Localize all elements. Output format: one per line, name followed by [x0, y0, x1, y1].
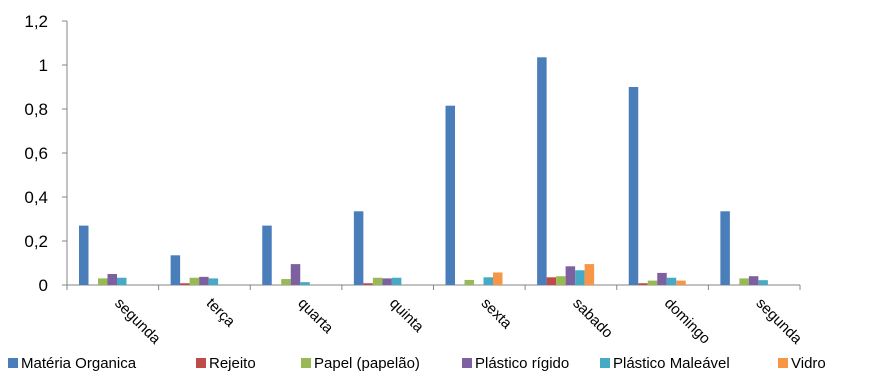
bar: [189, 277, 200, 285]
bar: [565, 266, 576, 285]
x-tick-label: quinta: [386, 295, 427, 336]
bar: [445, 105, 455, 285]
bar: [493, 272, 503, 285]
x-tick-label: segunda: [111, 295, 164, 348]
bar: [382, 278, 392, 285]
legend-swatch: [301, 358, 311, 368]
legend-label: Plástico rígido: [475, 355, 569, 372]
bar: [117, 277, 127, 285]
bar: [290, 264, 301, 285]
bar: [170, 255, 181, 285]
legend-label: Rejeito: [209, 355, 256, 372]
bar: [199, 276, 209, 285]
x-tick-labels: segunda terça quarta quinta sexta sabado domin…: [111, 295, 806, 348]
x-tick-label: segunda: [753, 295, 806, 348]
x-tick-label: domingo: [661, 295, 714, 348]
x-tick-label: sexta: [478, 295, 516, 333]
x-tick-label: quarta: [294, 295, 337, 338]
y-tick-label: 0: [39, 276, 48, 295]
bar: [208, 278, 219, 285]
bar: [300, 282, 310, 285]
bar: [676, 280, 686, 285]
bar: [739, 278, 749, 285]
bar: [483, 277, 493, 285]
bar: [584, 264, 595, 285]
bar: [372, 277, 383, 285]
bar: [748, 276, 759, 285]
legend-swatch: [600, 358, 610, 368]
legend: Matéria Organica Rejeito Papel (papelão) Pl…: [8, 355, 826, 372]
bar: [720, 211, 730, 285]
bar: [556, 276, 566, 285]
bar: [262, 225, 272, 285]
bar: [647, 280, 658, 285]
bar: [758, 280, 768, 285]
legend-swatch: [196, 358, 206, 368]
bar: [391, 277, 402, 285]
legend-swatch: [462, 358, 472, 368]
y-tick-label: 0,4: [24, 188, 48, 207]
x-tick-label: sabado: [569, 295, 616, 342]
bar: [464, 279, 474, 285]
legend-label: Vidro: [791, 355, 826, 372]
bars: [79, 57, 768, 285]
bar: [666, 277, 677, 285]
legend-label: Papel (papelão): [314, 355, 420, 372]
y-tick-label: 1,2: [24, 12, 48, 31]
y-tick-label: 1: [39, 56, 48, 75]
bar: [537, 57, 547, 285]
bar: [79, 225, 89, 285]
y-tick-label: 0,2: [24, 232, 48, 251]
legend-swatch: [8, 358, 18, 368]
axes: [62, 20, 801, 290]
x-tick-label: terça: [203, 295, 239, 331]
bar: [98, 278, 108, 285]
bar: [353, 211, 364, 285]
bar: [657, 272, 667, 285]
bar: [281, 279, 291, 285]
y-tick-labels: 0 0,2 0,4 0,6 0,8 1 1,2: [24, 12, 48, 295]
legend-swatch: [778, 358, 788, 368]
bar: [638, 283, 648, 285]
legend-label: Plástico Maleável: [613, 355, 730, 372]
bar: [107, 274, 117, 285]
bar: [575, 270, 585, 285]
y-tick-label: 0,6: [24, 144, 48, 163]
bar: [628, 87, 639, 285]
bar: [363, 283, 373, 285]
bar: [546, 277, 557, 285]
bar: [180, 283, 190, 285]
y-tick-label: 0,8: [24, 100, 48, 119]
legend-label: Matéria Organica: [21, 355, 137, 372]
